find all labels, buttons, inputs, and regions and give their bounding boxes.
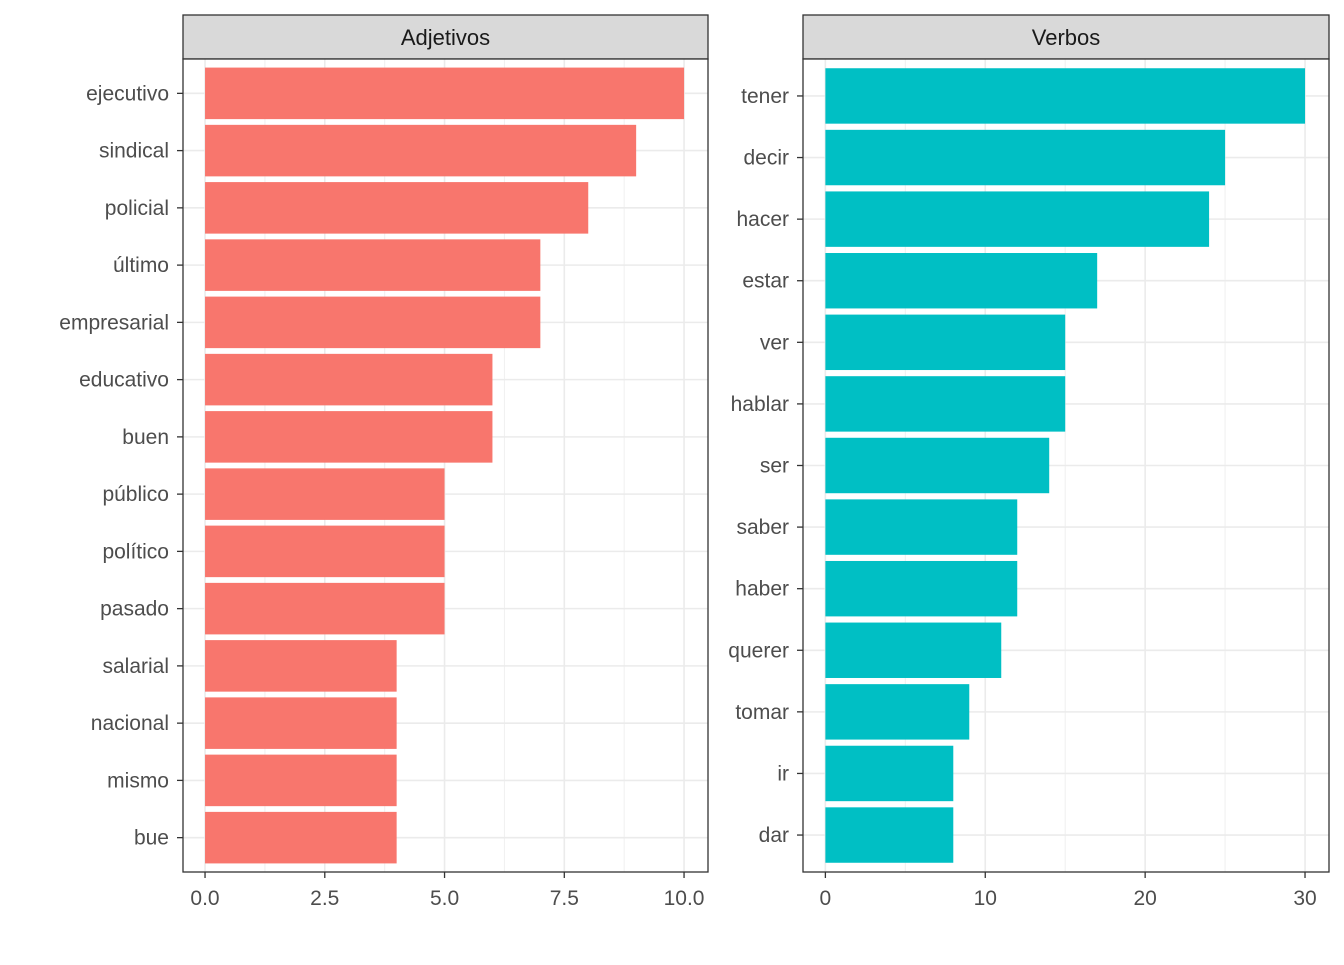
bar-ejecutivo bbox=[205, 67, 685, 120]
bar-ser bbox=[825, 437, 1050, 494]
y-tick-label: ser bbox=[760, 455, 789, 478]
y-tick-label: tener bbox=[741, 85, 789, 108]
y-tick-label: público bbox=[102, 483, 169, 506]
bar-bue bbox=[205, 811, 397, 864]
y-tick-label: último bbox=[113, 254, 169, 277]
y-tick-label: tomar bbox=[735, 701, 789, 724]
x-tick-label: 10.0 bbox=[664, 887, 705, 910]
y-tick-label: querer bbox=[728, 639, 789, 662]
x-axis: 0.0 2.5 5.0 7.5 10.0 bbox=[190, 872, 704, 910]
x-tick-label: 7.5 bbox=[550, 887, 579, 910]
y-tick-label: mismo bbox=[107, 769, 169, 792]
strip-background bbox=[802, 14, 1330, 60]
y-tick-label: bue bbox=[134, 827, 169, 850]
facet-adjetivos: Adjetivos ejecutivo sindical policial último… bbox=[59, 14, 709, 910]
bar-nacional bbox=[205, 697, 397, 749]
x-tick-label: 30 bbox=[1293, 887, 1316, 910]
y-tick-label: hablar bbox=[731, 393, 789, 416]
x-tick-label: 10 bbox=[974, 887, 997, 910]
x-tick-label: 2.5 bbox=[310, 887, 339, 910]
y-tick-label: dar bbox=[759, 824, 789, 847]
bar-querer bbox=[825, 622, 1002, 678]
bar-educativo bbox=[205, 353, 493, 406]
bar-mismo bbox=[205, 754, 397, 807]
strip-title: Adjetivos bbox=[401, 25, 490, 50]
bar-ir bbox=[825, 745, 954, 802]
x-tick-label: 20 bbox=[1133, 887, 1156, 910]
y-tick-label: ir bbox=[777, 762, 789, 785]
bar-tomar bbox=[825, 684, 970, 740]
strip-background bbox=[182, 14, 709, 60]
y-tick-label: nacional bbox=[91, 712, 169, 735]
bar-estar bbox=[825, 253, 1098, 309]
y-tick-label: salarial bbox=[102, 655, 169, 678]
bar-político bbox=[205, 525, 445, 578]
bar-hablar bbox=[825, 376, 1066, 432]
bar-salarial bbox=[205, 640, 397, 692]
y-tick-label: educativo bbox=[79, 369, 169, 392]
bars bbox=[205, 67, 685, 864]
y-tick-label: policial bbox=[105, 197, 169, 220]
panel-background bbox=[183, 59, 708, 872]
facet-verbos: Verbos tener decir hacer estar ver hablar ser sa… bbox=[728, 14, 1330, 910]
bar-ver bbox=[825, 314, 1066, 371]
y-tick-label: sindical bbox=[99, 140, 169, 163]
y-axis: tener decir hacer estar ver hablar ser saber hab… bbox=[728, 85, 803, 847]
y-tick-label: haber bbox=[735, 578, 789, 601]
y-axis: ejecutivo sindical policial último empresari… bbox=[59, 82, 183, 850]
y-tick-label: buen bbox=[122, 426, 169, 449]
y-tick-label: estar bbox=[742, 270, 789, 293]
x-axis: 0 10 20 30 bbox=[820, 872, 1317, 910]
y-tick-label: pasado bbox=[100, 598, 169, 621]
strip-title: Verbos bbox=[1032, 25, 1101, 50]
y-tick-label: decir bbox=[743, 147, 789, 170]
y-tick-label: hacer bbox=[736, 208, 789, 231]
y-tick-label: empresarial bbox=[59, 311, 169, 334]
bar-último bbox=[205, 239, 541, 291]
bar-empresarial bbox=[205, 296, 541, 349]
x-tick-label: 0 bbox=[820, 887, 832, 910]
bar-haber bbox=[825, 560, 1018, 617]
y-tick-label: saber bbox=[736, 516, 789, 539]
y-tick-label: ver bbox=[760, 331, 789, 354]
bar-pasado bbox=[205, 582, 445, 635]
y-tick-label: político bbox=[102, 540, 169, 563]
x-tick-label: 5.0 bbox=[430, 887, 459, 910]
bar-policial bbox=[205, 182, 589, 234]
bar-saber bbox=[825, 499, 1018, 555]
bar-público bbox=[205, 468, 445, 520]
bars bbox=[825, 68, 1306, 863]
bar-hacer bbox=[825, 191, 1210, 247]
bar-tener bbox=[825, 68, 1306, 124]
bar-dar bbox=[825, 807, 954, 863]
bar-sindical bbox=[205, 124, 637, 177]
bar-buen bbox=[205, 411, 493, 463]
panel-border bbox=[182, 58, 709, 873]
x-tick-label: 0.0 bbox=[190, 887, 219, 910]
y-tick-label: ejecutivo bbox=[86, 82, 169, 105]
bar-decir bbox=[825, 129, 1226, 186]
